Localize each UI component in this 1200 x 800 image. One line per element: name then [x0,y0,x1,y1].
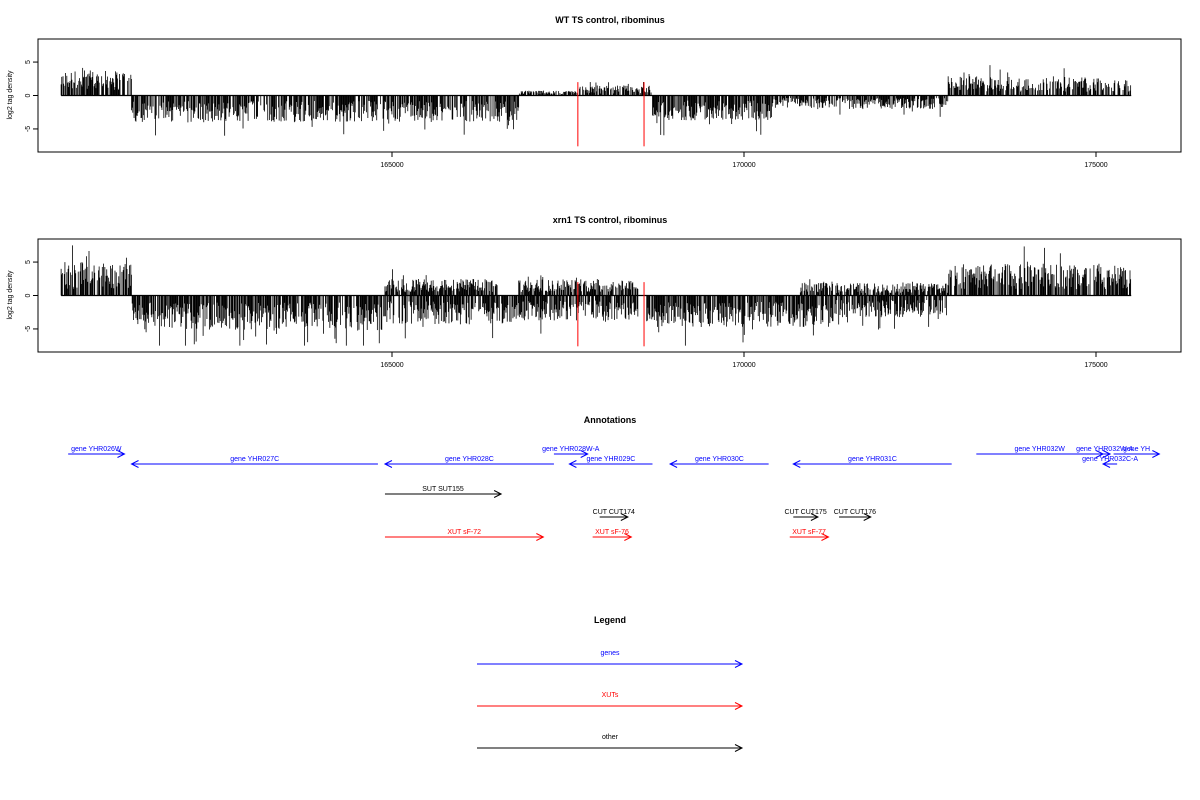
y-tick-label: 5 [25,60,32,64]
axes: 165000 170000 175000 -5 0 5 [25,60,1108,169]
legend-label-gene: genes [600,650,620,657]
x-tick-label: 165000 [380,162,403,169]
feature-arrow [839,513,872,521]
legend-arrow-other [477,744,744,752]
y-tick-label: 0 [25,293,32,297]
x-tick-label: 165000 [380,362,403,369]
feature-label: SUT SUT155 [422,486,464,493]
feature-arrow [793,513,820,521]
feature-arrow [592,533,633,541]
feature-label: XUT sF-77 [792,529,826,536]
feature-label: CUT CUT176 [834,509,876,516]
feature-label: gene YHR028W-A [542,446,600,453]
y-axis-label: log2 tag density [7,270,14,320]
legend-arrow-gene [477,660,744,668]
xrn1-coverage-panel: xrn1 TS control, ribominus log2 tag dens… [7,215,1182,369]
feature-arrow [599,513,629,521]
legend-title: Legend [594,615,626,625]
feature-arrow [792,460,952,468]
coverage-bars [60,245,1132,347]
feature-arrow [384,533,545,541]
feature-arrow [568,460,653,468]
feature-label: gene YHR028C [445,456,494,463]
feature-label: gene YHR032W [1014,446,1065,453]
coverage-bars [60,65,1132,147]
panel-title: WT TS control, ribominus [555,15,665,25]
feature-label: gene YHR030C [695,456,744,463]
feature-arrow [1101,460,1118,468]
legend-label-other: other [602,734,619,741]
feature-label: XUT sF-76 [595,529,629,536]
feature-label: gene YHR032C-A [1082,456,1138,463]
feature-label: gene YHR029C [586,456,635,463]
y-tick-label: -5 [25,326,32,332]
feature-label: gene YHR026W [71,446,122,453]
y-tick-label: 0 [25,93,32,97]
feature-arrow [668,460,769,468]
feature-label: gene YHR032W-A [1076,446,1134,453]
y-axis-label: log2 tag density [7,70,14,120]
x-tick-label: 175000 [1084,362,1107,369]
feature-label: gene YHR031C [848,456,897,463]
feature-arrow [68,450,126,458]
axes: 165000 170000 175000 -5 0 5 [25,260,1108,369]
y-tick-label: 5 [25,260,32,264]
feature-arrow [384,490,503,498]
annotations-title: Annotations [584,415,637,425]
legend-label-xut: XUTs [602,692,619,699]
feature-arrow [1099,450,1112,458]
feature-arrow [789,533,830,541]
legend-items: genes XUTs other [477,650,744,752]
legend-arrow-xut [477,702,744,710]
x-tick-label: 175000 [1084,162,1107,169]
panel-title: xrn1 TS control, ribominus [553,215,668,225]
x-tick-label: 170000 [732,162,755,169]
feature-arrow [1113,450,1161,458]
feature-label: CUT CUT175 [784,509,826,516]
wt-coverage-panel: WT TS control, ribominus log2 tag densit… [7,15,1182,169]
feature-label: CUT CUT174 [593,509,635,516]
legend-panel: Legend genes XUTs other [477,615,744,752]
x-tick-label: 170000 [732,362,755,369]
feature-label: gene YHR027C [230,456,279,463]
feature-tracks: gene YHR026W gene YHR027C gene YHR028C gene… [68,446,1161,541]
feature-arrow [553,450,589,458]
feature-label: gene YH [1123,446,1150,453]
feature-arrow [383,460,554,468]
feature-arrow [130,460,378,468]
y-tick-label: -5 [25,126,32,132]
feature-label: XUT sF-72 [447,529,481,536]
